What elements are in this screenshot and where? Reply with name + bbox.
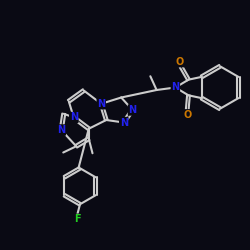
Text: N: N bbox=[171, 82, 179, 92]
Text: O: O bbox=[183, 110, 191, 120]
Text: N: N bbox=[57, 125, 65, 135]
Text: N: N bbox=[70, 112, 78, 122]
Text: N: N bbox=[120, 118, 128, 128]
Text: N: N bbox=[97, 99, 105, 109]
Text: F: F bbox=[74, 214, 81, 224]
Text: O: O bbox=[176, 57, 184, 67]
Text: N: N bbox=[128, 105, 136, 115]
